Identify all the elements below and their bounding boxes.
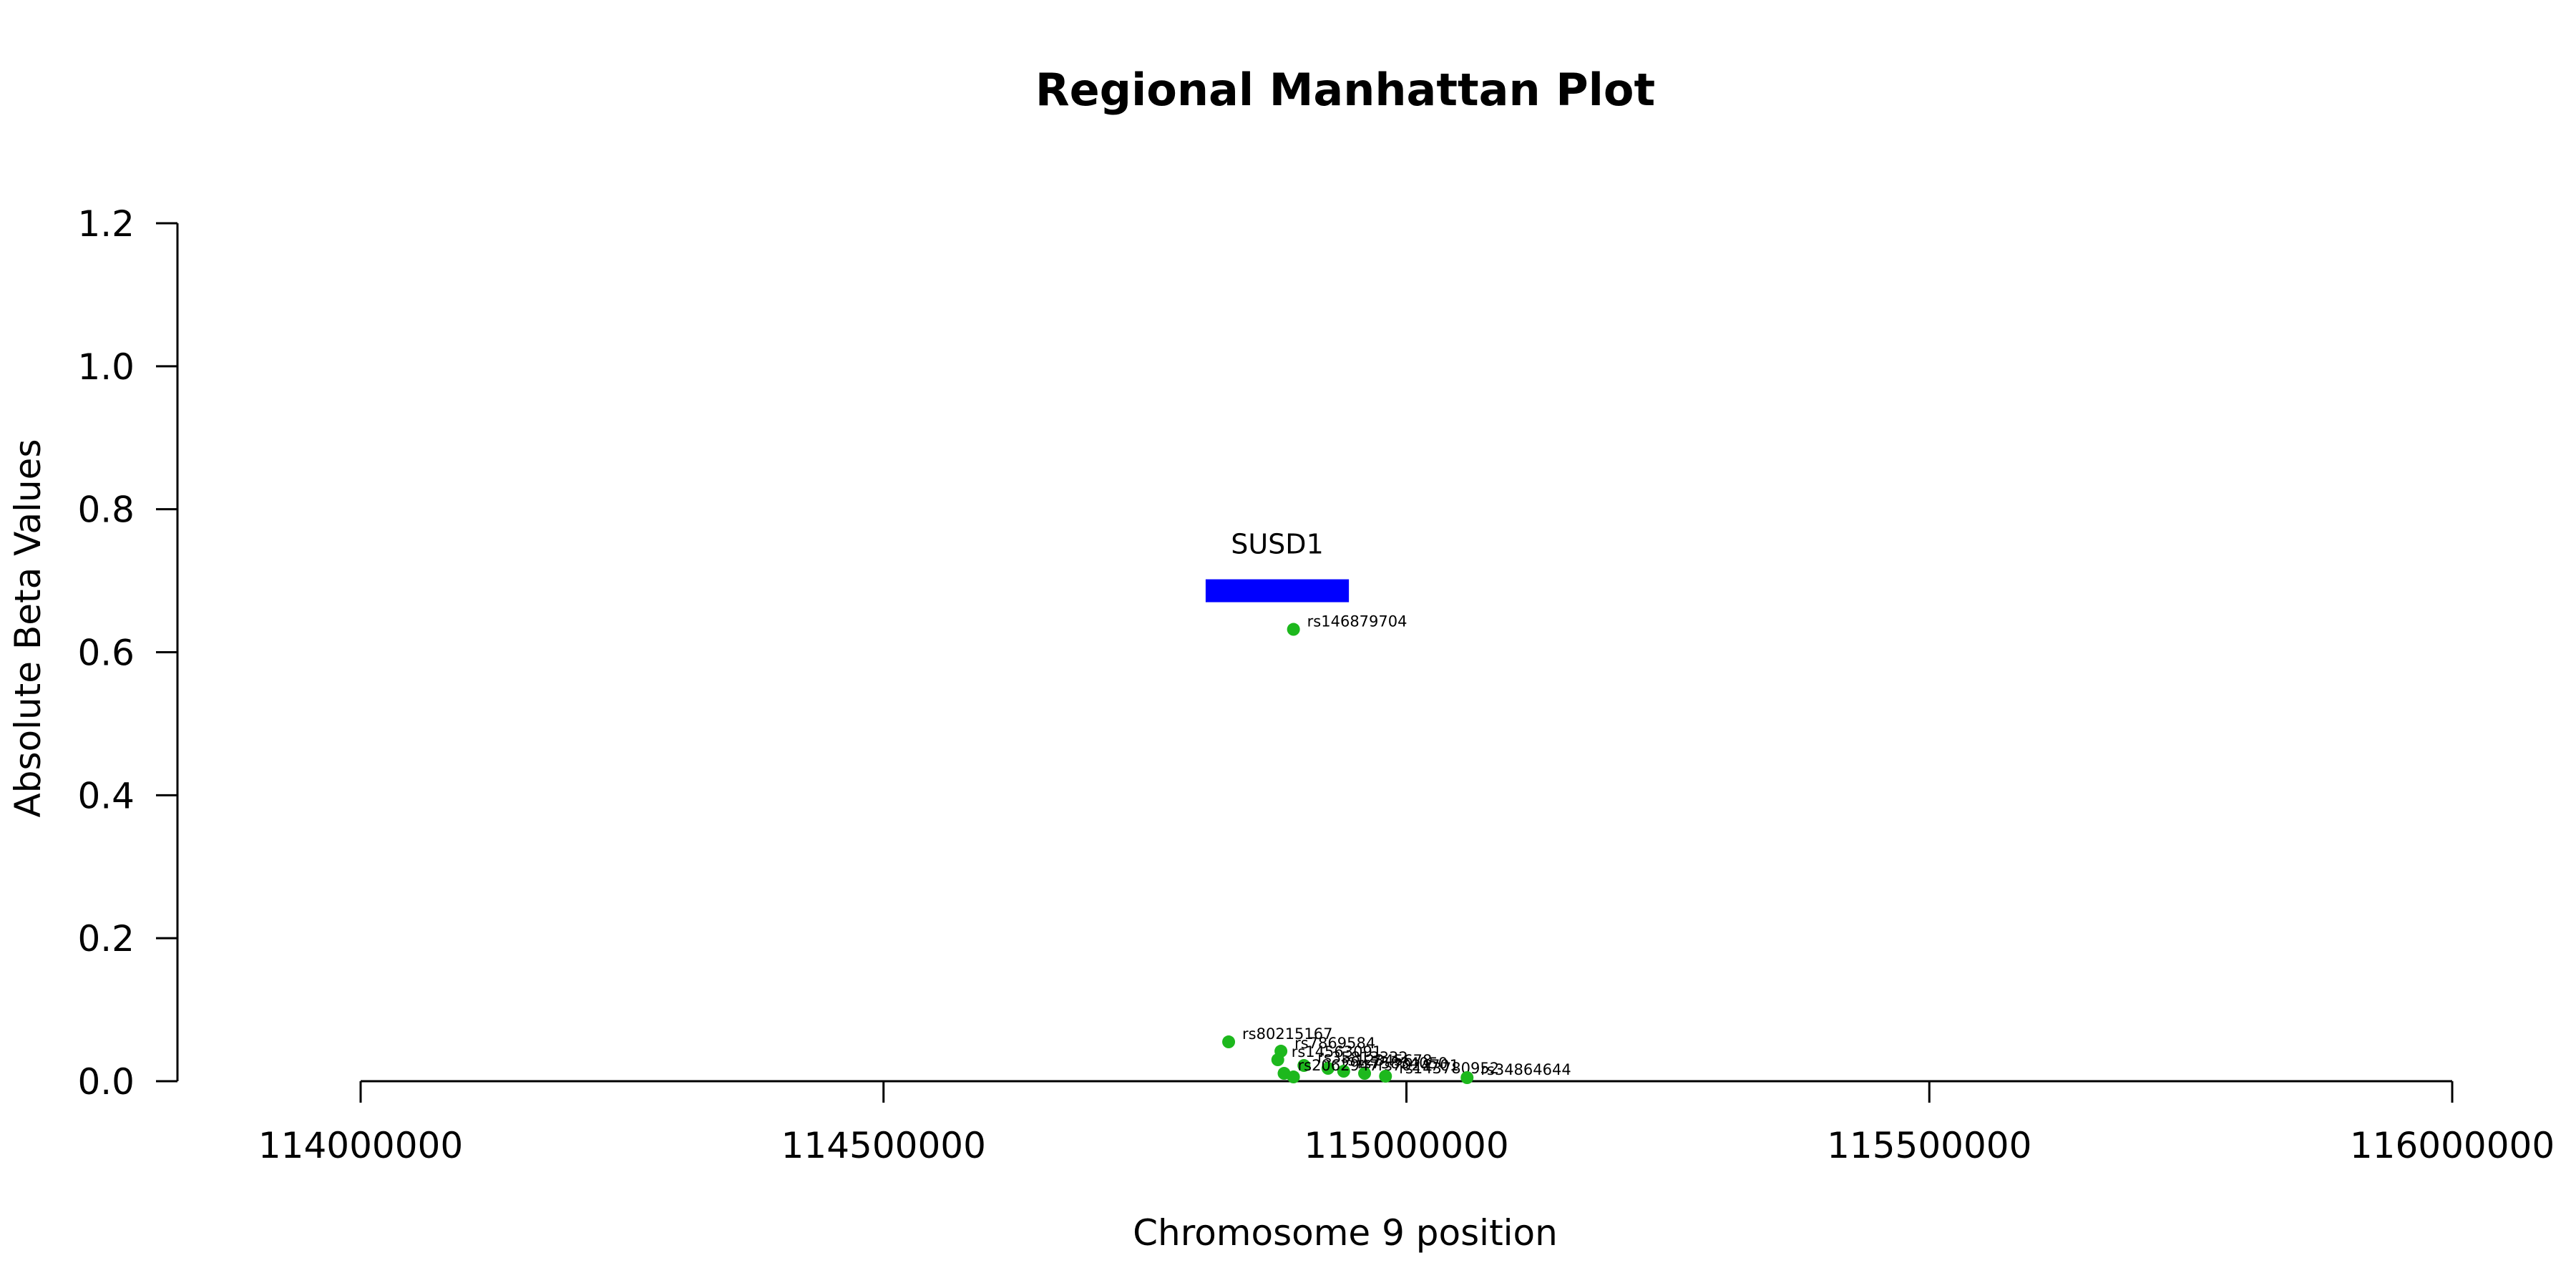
snp-point (1271, 1053, 1284, 1067)
x-tick-label: 116000000 (2350, 1125, 2555, 1166)
snp-point (1287, 1070, 1300, 1084)
x-tick-label: 114000000 (258, 1125, 463, 1166)
snp-point (1358, 1067, 1372, 1080)
x-tick-label: 115500000 (1827, 1125, 2031, 1166)
gene-label: SUSD1 (1231, 529, 1324, 560)
snp-point (1460, 1071, 1474, 1085)
x-tick-label: 114500000 (781, 1125, 986, 1166)
y-tick-label: 1.0 (77, 346, 135, 388)
snp-label: rs75834050 (1357, 1055, 1448, 1072)
y-tick-label: 0.8 (77, 489, 135, 531)
snp-label: rs34864644 (1480, 1061, 1571, 1078)
chart-title: Regional Manhattan Plot (1035, 64, 1655, 116)
snp-label: rs7024701 (1378, 1057, 1459, 1074)
gene-bar (1205, 579, 1350, 602)
x-axis-label: Chromosome 9 position (1133, 1212, 1558, 1254)
snp-point (1222, 1035, 1236, 1049)
snp-point (1297, 1059, 1311, 1073)
snp-label: rs143780952 (1399, 1060, 1499, 1077)
snp-points: rs146879704 rs80215167rs7869584rs14563091… (1222, 613, 1571, 1085)
snp-point (1321, 1062, 1335, 1075)
snp-label: rs146879704 (1307, 613, 1407, 630)
x-tick-label: 115000000 (1304, 1125, 1508, 1166)
y-tick-label: 0.6 (77, 633, 135, 674)
y-tick-label: 0.4 (77, 775, 135, 816)
snp-label: rs12345678 (1342, 1052, 1432, 1069)
snp-label: rs80215167 (1242, 1025, 1332, 1043)
y-tick-label: 1.2 (77, 203, 135, 245)
y-axis: 0.0 0.2 0.4 0.6 0.8 1.0 1.2 (77, 203, 179, 1103)
y-tick-label: 0.0 (77, 1061, 135, 1103)
gene-track: SUSD1 (1205, 529, 1350, 602)
snp-point (1337, 1065, 1350, 1078)
snp-label: rs35813332 (1317, 1049, 1407, 1066)
y-axis-label: Absolute Beta Values (7, 439, 49, 818)
snp-point (1379, 1070, 1392, 1083)
snp-label: rs2062947 (1298, 1057, 1379, 1074)
x-axis: 114000000 114500000 115000000 115500000 1160… (258, 1080, 2555, 1166)
y-tick-label: 0.2 (77, 918, 135, 960)
snp-point (1287, 623, 1300, 636)
snp-label: rs7869584 (1294, 1035, 1375, 1052)
snp-label: rs14563091 (1292, 1043, 1382, 1060)
